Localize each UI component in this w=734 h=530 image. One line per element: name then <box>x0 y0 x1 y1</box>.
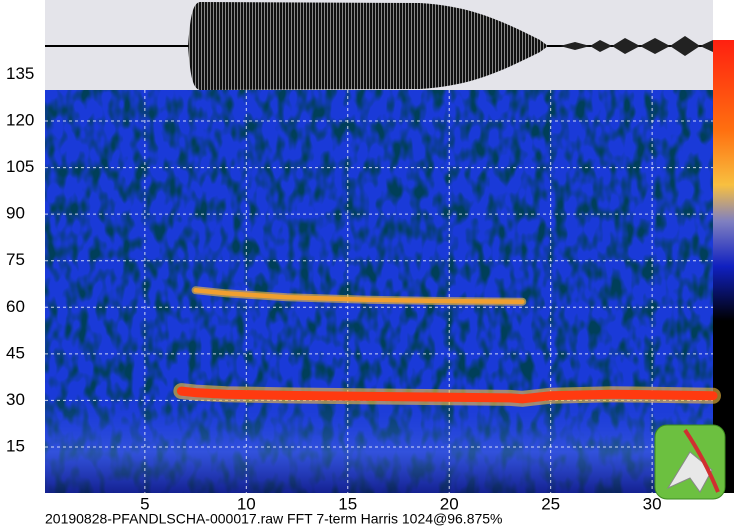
y-tick-label: 120 <box>6 111 34 130</box>
caption: 20190828-PFANDLSCHA-000017.raw FFT 7-ter… <box>45 511 503 527</box>
x-tick-label: 30 <box>643 494 662 513</box>
trace <box>176 386 718 404</box>
x-tick-label: 25 <box>541 494 560 513</box>
plot: 15 30 45 60 75 90 105 120 135 5 10 15 20 25 30 <box>6 64 721 513</box>
x-tick-label: 15 <box>338 494 357 513</box>
x-tick-label: 10 <box>237 494 256 513</box>
icon-bat[interactable] <box>666 451 713 493</box>
app-icon[interactable] <box>654 424 726 500</box>
y-tick-label: 75 <box>6 250 25 269</box>
color-bar <box>713 40 734 493</box>
y-tick-label: 45 <box>6 343 25 362</box>
trace <box>193 287 525 304</box>
x-tick-label: 5 <box>140 494 149 513</box>
waveform <box>188 2 548 90</box>
x-tick-label: 20 <box>440 494 459 513</box>
y-tick-label: 105 <box>6 157 34 176</box>
noise-floor <box>45 390 713 493</box>
icon-curve[interactable] <box>683 428 720 493</box>
y-tick-label: 90 <box>6 204 25 223</box>
y-tick-label: 60 <box>6 297 25 316</box>
y-tick-label: 135 <box>6 64 34 83</box>
waveform-tail <box>560 36 713 56</box>
y-tick-label: 15 <box>6 436 25 455</box>
y-tick-label: 30 <box>6 390 25 409</box>
